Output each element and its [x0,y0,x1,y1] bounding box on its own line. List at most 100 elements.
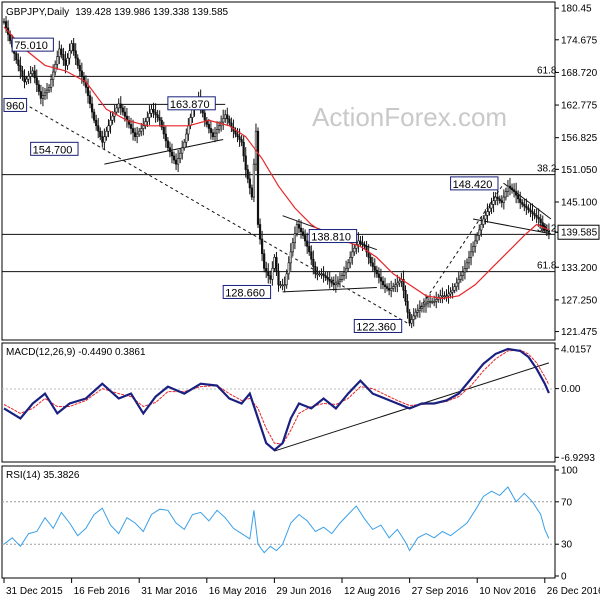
candle-body [388,288,391,291]
candle-body [263,253,266,269]
candle-body [390,288,393,291]
candle-body [138,130,141,135]
price-axis-label: 151.050 [561,165,598,176]
candle-body [277,270,280,286]
candle-body [433,300,436,303]
candle-body [310,251,313,260]
candle-body [365,246,368,253]
price-annotation-box [11,37,54,52]
candle-body [504,191,507,198]
candle-body [287,262,290,275]
candle-body [486,211,489,216]
candle-body [252,163,256,198]
candle-body [295,224,299,234]
candle-body [111,115,114,121]
price-axis-label: 127.250 [561,295,598,306]
candle-body [279,284,282,287]
price-annotation-box [167,96,216,111]
candle-body [410,319,413,324]
candle-body [179,152,182,159]
candle-body [435,299,438,302]
price-axis-label: 156.825 [561,133,598,144]
candle-body [535,215,538,218]
candle-body [60,48,63,55]
candle-body [183,141,186,148]
candle-body [529,209,532,212]
candle-body [336,280,340,284]
candle-body [9,34,12,42]
candle-body [283,284,286,287]
candle-body [43,92,47,96]
candle-body [25,78,28,83]
candle-body [308,246,311,253]
rsi-axis-label: 100 [561,466,578,477]
candle-body [70,43,73,52]
candle-body [52,71,55,80]
candle-body [160,119,163,128]
candle-body [455,282,458,287]
candle-body [27,76,30,80]
candle-body [265,268,268,273]
candle-body [351,251,354,258]
rsi-axis-label: 30 [561,540,573,551]
candle-body [170,151,174,157]
candle-body [515,191,518,196]
candle-body [254,130,258,165]
x-axis-label: 31 Dec 2015 [6,586,63,597]
candle-body [332,282,335,286]
candle-body [177,158,180,165]
price-annotation-label: 75.010 [14,40,48,52]
price-axis-label: 162.775 [561,101,598,112]
candle-body [66,57,69,66]
candle-body [101,136,104,143]
candle-body [379,277,383,282]
candle-body [58,48,61,57]
candle-body [457,279,460,284]
candle-body [519,198,522,203]
candle-body [316,273,319,276]
candle-body [517,194,520,200]
candle-body [222,118,225,123]
candle-body [248,178,251,189]
dashed-trend-line [24,103,408,324]
candle-body [166,140,169,148]
candle-body [273,257,276,269]
candle-body [297,224,301,229]
candle-body [4,21,8,29]
ohlc-readout: 139.428 139.986 139.338 139.585 [75,7,228,18]
candle-body [131,128,135,133]
candle-body [271,268,274,280]
candle-body [306,240,309,247]
candle-body [234,130,237,135]
macd-axis-label: -6.9293 [561,453,595,464]
candle-body [398,280,401,284]
candle-body [64,59,67,66]
candle-body [236,133,239,138]
candle-body [383,284,387,287]
candle-body [459,275,462,280]
price-axis-label: 145.100 [561,197,598,208]
price-axis-label: 133.200 [561,263,598,274]
macd-signal-line [3,349,550,445]
candle-body [521,202,524,205]
candle-body [291,242,294,253]
candle-body [322,273,325,276]
x-axis-label: 12 Aug 2016 [344,586,401,597]
candle-body [472,246,475,253]
candle-body [162,126,165,135]
rsi-title: RSI(14) 35.3826 [6,470,80,481]
candle-body [95,119,98,127]
candle-body [314,266,317,275]
price-axis-label: 174.675 [561,35,598,46]
candle-body [498,198,501,202]
candle-body [334,282,337,286]
x-axis-label: 16 May 2016 [209,586,267,597]
candle-body [347,262,350,269]
candle-body [508,185,512,189]
candle-body [217,125,221,130]
candle-body [187,125,190,135]
candle-body [148,113,151,118]
candle-body [392,286,395,289]
candle-body [185,133,188,143]
